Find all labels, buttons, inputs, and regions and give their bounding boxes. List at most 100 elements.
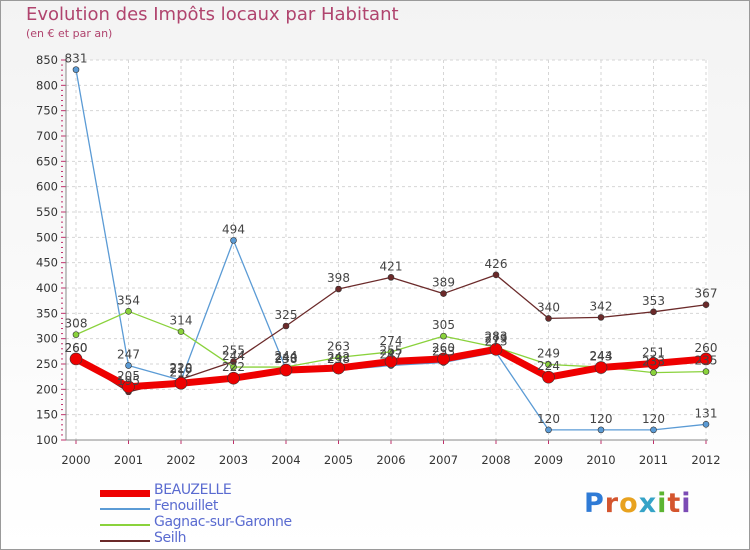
x-tick-label: 2011 (639, 453, 668, 467)
data-point-seilh[interactable] (335, 285, 342, 293)
data-label-beauzelle: 212 (170, 365, 193, 379)
data-point-seilh[interactable] (440, 290, 447, 297)
y-tick-label: 400 (36, 281, 58, 295)
data-label-seilh: 421 (380, 259, 403, 273)
data-label-fenouillet: 247 (380, 348, 403, 362)
y-tick-label: 450 (36, 256, 58, 270)
y-tick-label: 250 (36, 357, 58, 371)
data-label-seilh: 325 (275, 308, 298, 322)
data-point-fenouillet[interactable] (545, 426, 552, 434)
data-label-beauzelle: 255 (380, 343, 403, 357)
legend-label-seilh: Seilh (154, 530, 187, 546)
logo-letter: P (584, 488, 605, 519)
data-point-beauzelle[interactable] (122, 380, 135, 394)
data-label-gagnac-sur-garonne: 305 (432, 318, 455, 332)
data-label-beauzelle: 279 (485, 331, 508, 345)
data-label-seilh: 220 (170, 361, 193, 375)
data-label-seilh: 353 (642, 294, 665, 308)
y-tick-label: 650 (36, 154, 58, 168)
data-label-gagnac-sur-garonne: 354 (117, 293, 140, 307)
y-tick-label: 150 (36, 408, 58, 422)
data-point-fenouillet[interactable] (597, 426, 605, 434)
data-label-seilh: 342 (590, 299, 613, 313)
data-point-seilh[interactable] (230, 358, 237, 365)
data-point-beauzelle[interactable] (542, 370, 555, 384)
data-point-beauzelle[interactable] (332, 361, 345, 375)
data-label-beauzelle: 260 (65, 341, 88, 355)
data-point-fenouillet[interactable] (230, 237, 237, 244)
data-label-beauzelle: 224 (537, 359, 560, 373)
data-point-beauzelle[interactable] (699, 352, 713, 366)
x-tick-label: 2006 (376, 453, 405, 467)
data-point-fenouillet[interactable] (72, 66, 80, 73)
logo-letter: t (667, 488, 682, 519)
data-point-seilh[interactable] (702, 301, 710, 309)
data-point-beauzelle[interactable] (437, 352, 450, 366)
plot-area (66, 60, 708, 440)
logo-letter: x (638, 488, 658, 519)
data-label-beauzelle: 242 (327, 350, 350, 364)
y-tick-label: 800 (36, 78, 58, 92)
x-tick-label: 2002 (166, 453, 195, 467)
logo-letter: r (604, 488, 620, 519)
data-point-beauzelle[interactable] (279, 363, 293, 377)
data-point-seilh[interactable] (597, 314, 605, 321)
data-point-seilh[interactable] (282, 322, 290, 330)
data-point-gagnac-sur-garonne[interactable] (177, 328, 185, 335)
data-point-gagnac-sur-garonne[interactable] (335, 354, 342, 361)
chart-subtitle: (en € et par an) (26, 27, 113, 40)
data-label-seilh: 367 (695, 287, 718, 301)
y-tick-label: 700 (36, 129, 58, 143)
x-tick-label: 2003 (219, 453, 248, 467)
y-tick-label: 550 (36, 205, 58, 219)
data-label-beauzelle: 205 (117, 369, 140, 383)
data-label-seilh: 389 (432, 276, 455, 290)
x-tick-label: 2009 (534, 453, 563, 467)
data-point-fenouillet[interactable] (702, 420, 710, 428)
data-point-gagnac-sur-garonne[interactable] (650, 369, 657, 376)
x-tick-label: 2000 (61, 453, 90, 467)
data-label-fenouillet: 494 (222, 222, 245, 236)
data-point-seilh[interactable] (650, 308, 657, 316)
data-label-gagnac-sur-garonne: 233 (642, 355, 665, 369)
x-tick-label: 2012 (691, 453, 720, 467)
data-label-gagnac-sur-garonne: 244 (590, 349, 613, 363)
data-label-beauzelle: 238 (275, 352, 298, 366)
data-point-beauzelle[interactable] (69, 352, 83, 366)
data-label-fenouillet: 831 (65, 52, 88, 66)
data-label-seilh: 260 (65, 341, 88, 355)
data-label-seilh: 195 (117, 374, 140, 388)
data-point-beauzelle[interactable] (384, 355, 398, 368)
data-label-fenouillet: 238 (327, 352, 350, 366)
data-label-fenouillet: 253 (432, 344, 455, 358)
data-point-gagnac-sur-garonne[interactable] (387, 348, 395, 356)
data-label-gagnac-sur-garonne: 235 (695, 354, 718, 368)
data-point-gagnac-sur-garonne[interactable] (72, 331, 80, 338)
data-point-gagnac-sur-garonne[interactable] (702, 368, 710, 375)
legend-swatch-beauzelle (100, 490, 150, 497)
data-label-gagnac-sur-garonne: 314 (170, 314, 193, 328)
data-label-fenouillet: 240 (275, 351, 298, 365)
data-point-seilh[interactable] (492, 271, 500, 279)
data-point-seilh[interactable] (387, 274, 395, 281)
x-tick-label: 2007 (429, 453, 458, 467)
data-point-beauzelle[interactable] (174, 376, 188, 390)
data-point-beauzelle[interactable] (647, 357, 660, 370)
legend-swatch-fenouillet (100, 508, 150, 510)
data-point-seilh[interactable] (545, 315, 552, 322)
legend-swatch-seilh (100, 540, 150, 542)
data-point-fenouillet[interactable] (650, 426, 657, 434)
data-point-gagnac-sur-garonne[interactable] (440, 332, 447, 340)
data-point-gagnac-sur-garonne[interactable] (125, 308, 132, 315)
data-point-beauzelle[interactable] (489, 343, 503, 356)
data-point-beauzelle[interactable] (594, 361, 608, 374)
data-point-fenouillet[interactable] (125, 362, 132, 369)
data-label-gagnac-sur-garonne: 263 (327, 339, 350, 353)
logo-letter: o (619, 488, 639, 519)
data-point-gagnac-sur-garonne[interactable] (545, 361, 552, 368)
data-point-beauzelle[interactable] (227, 371, 240, 385)
data-label-fenouillet: 120 (590, 412, 613, 426)
data-label-fenouillet: 247 (117, 348, 140, 362)
y-tick-label: 100 (36, 433, 58, 447)
